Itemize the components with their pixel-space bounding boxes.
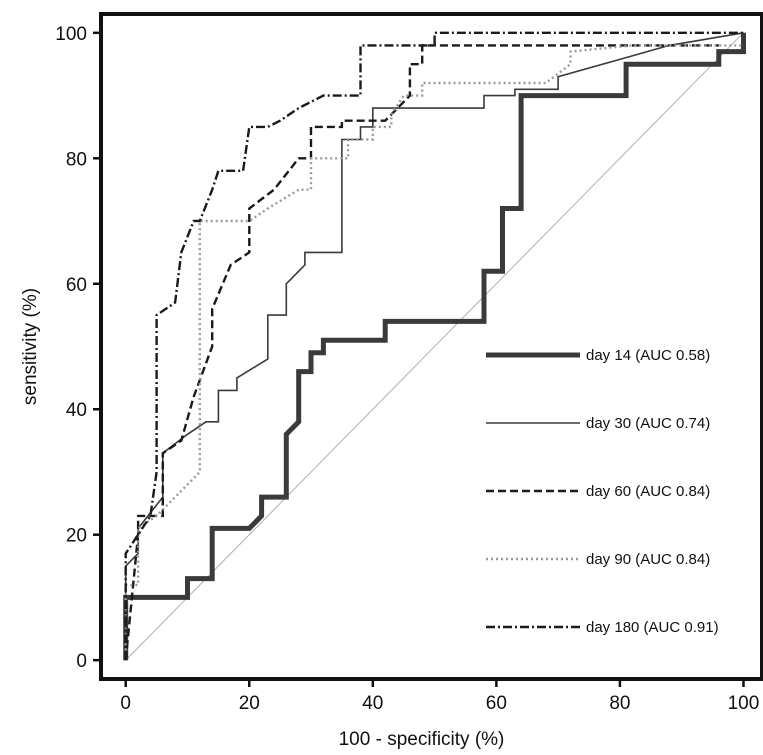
reference-diagonal-line — [125, 32, 744, 661]
series-line-day-14 — [123, 32, 746, 661]
legend-label-day-180: day 180 (AUC 0.91) — [586, 619, 719, 636]
y-tick-label: 80 — [66, 149, 87, 170]
legend-label-day-90: day 90 (AUC 0.84) — [586, 551, 710, 568]
series-line-day-60 — [124, 44, 719, 661]
y-tick-label: 40 — [66, 400, 87, 421]
x-tick-label: 60 — [486, 693, 507, 714]
axis-ticks-layer: 0 20 40 60 80 100 0 20 40 60 80 100 — [55, 24, 759, 714]
plot-frame — [99, 12, 763, 681]
legend-label-day-14: day 14 (AUC 0.58) — [586, 347, 710, 364]
legend-label-day-60: day 60 (AUC 0.84) — [586, 483, 710, 500]
y-tick-label: 100 — [55, 24, 87, 45]
x-tick-label: 100 — [728, 693, 760, 714]
y-tick-label: 60 — [66, 275, 87, 296]
legend-label-day-30: day 30 (AUC 0.74) — [586, 415, 710, 432]
series-layer — [123, 31, 746, 661]
y-axis-title: sensitivity (%) — [20, 288, 41, 405]
y-tick-label: 20 — [66, 526, 87, 547]
x-axis-title: 100 - specificity (%) — [339, 729, 505, 750]
x-tick-label: 80 — [609, 693, 630, 714]
x-tick-label: 40 — [362, 693, 383, 714]
x-tick-label: 0 — [120, 693, 131, 714]
reference-diagonal-layer — [125, 32, 744, 661]
y-tick-label: 0 — [76, 651, 87, 672]
series-line-day-90 — [124, 44, 744, 661]
legend: day 14 (AUC 0.58) day 30 (AUC 0.74) day 60… — [486, 347, 719, 636]
x-tick-label: 20 — [239, 693, 260, 714]
series-line-day-30 — [124, 32, 744, 661]
